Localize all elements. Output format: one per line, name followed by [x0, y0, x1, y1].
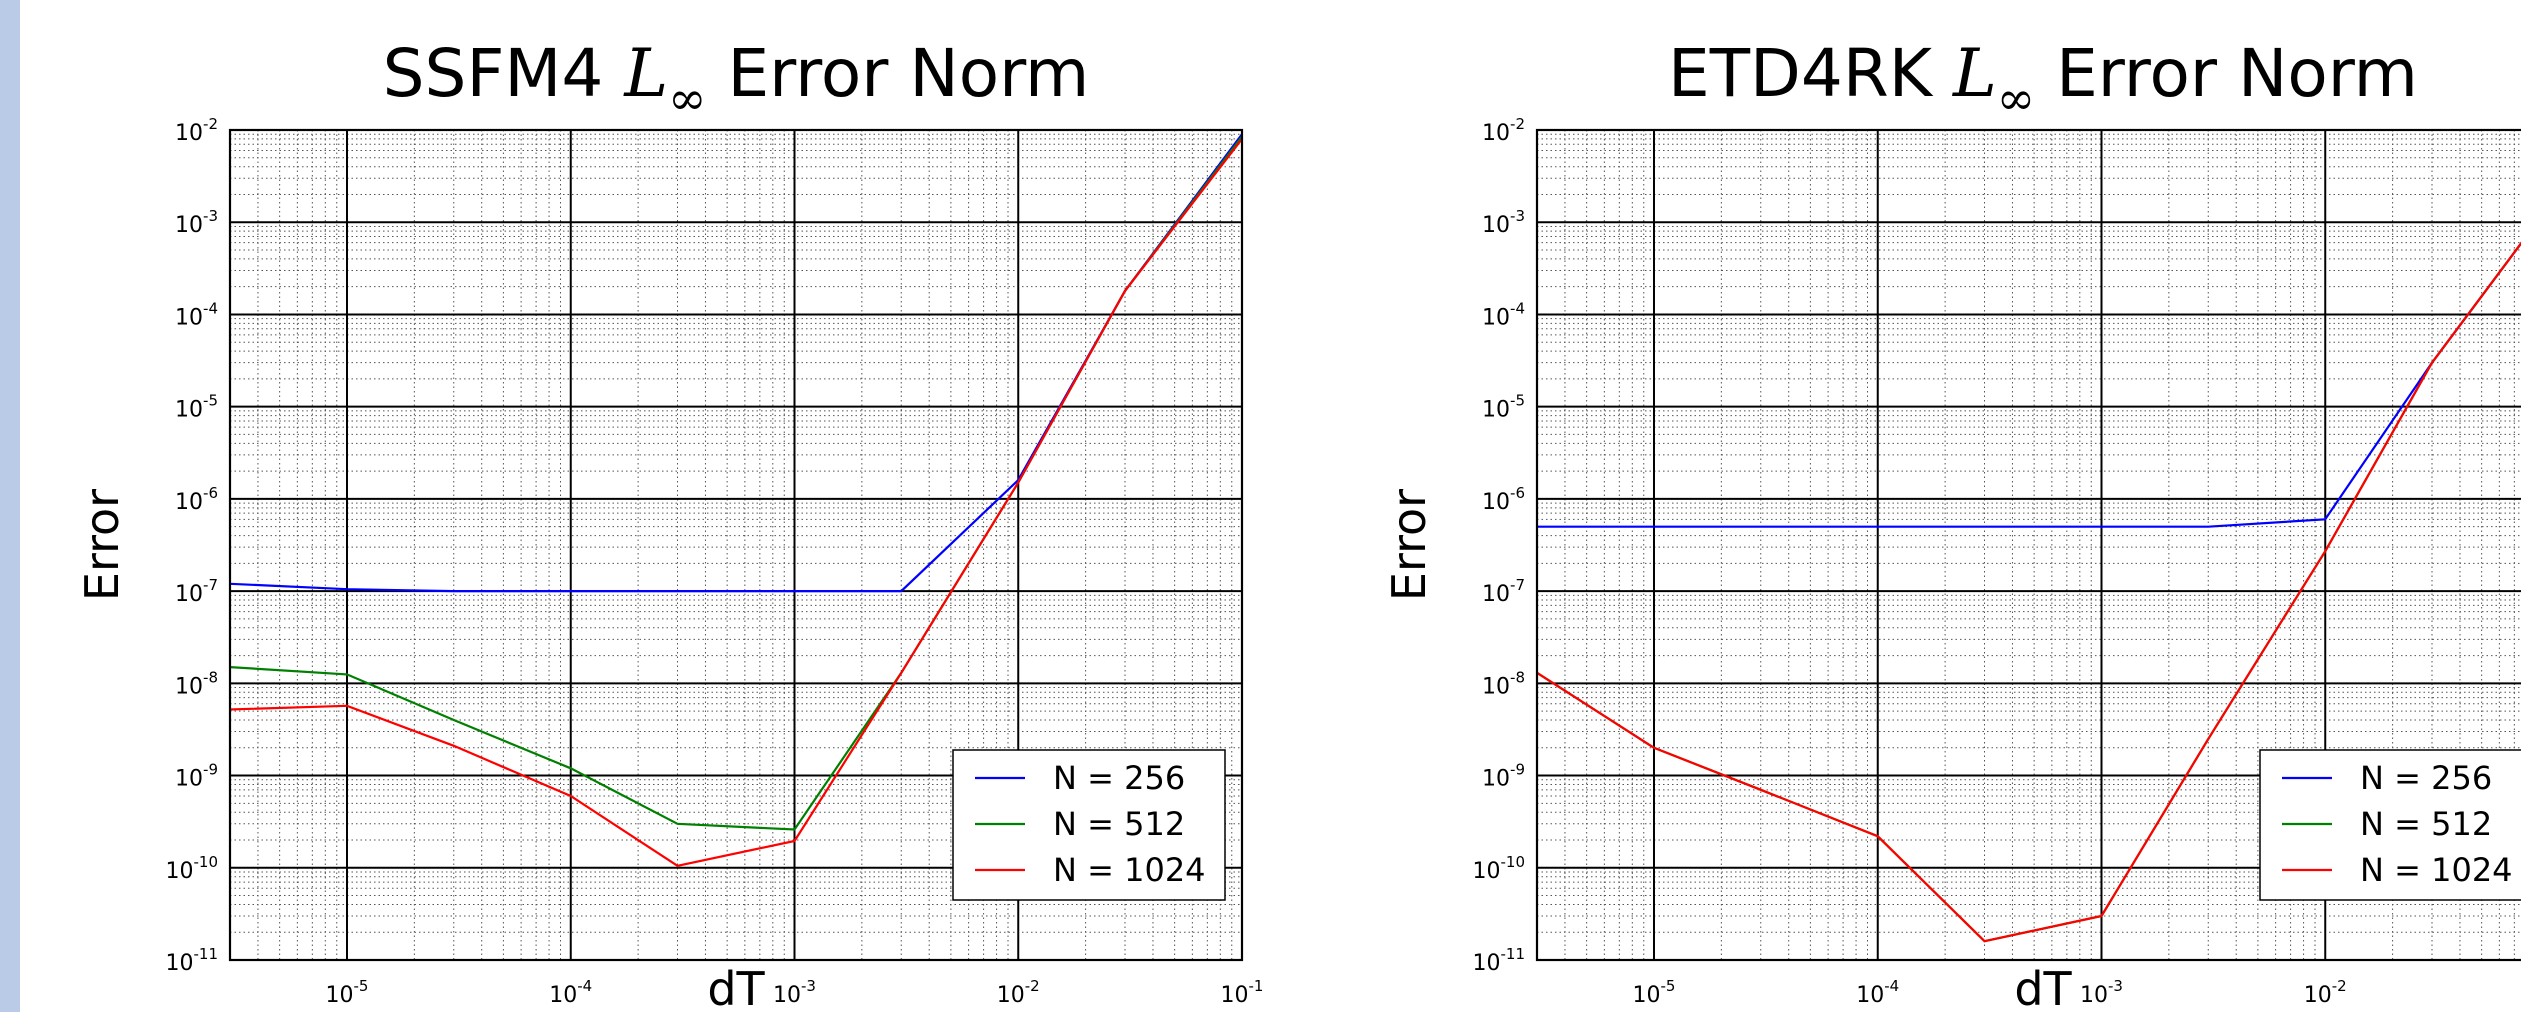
- y-tick-label: 10-10: [166, 853, 219, 884]
- legend-box: [952, 749, 1226, 901]
- x-tick-label: 10-5: [1633, 977, 1676, 1008]
- y-tick-label: 10-9: [1482, 761, 1525, 792]
- x-tick-label: 10-3: [773, 977, 816, 1008]
- x-tick-label: 10-5: [326, 977, 369, 1008]
- legend-label: N = 256: [1053, 759, 1185, 797]
- chart-panel-1: 10-5 10-4 10-3 10-2 10-1 10-11 10-10 10-9 10-8 10…: [75, 35, 1263, 1012]
- series-group: [1537, 241, 2521, 943]
- legend-label: N = 512: [1053, 805, 1185, 843]
- y-tick-label: 10-9: [175, 761, 218, 792]
- legend-label: N = 512: [2360, 805, 2492, 843]
- legend: N = 256 N = 512 N = 1024: [2259, 749, 2521, 901]
- y-tick-label: 10-10: [1473, 853, 1526, 884]
- legend-label: N = 1024: [1053, 851, 1206, 889]
- y-tick-label: 10-7: [175, 576, 218, 607]
- y-tick-label: 10-6: [1482, 484, 1525, 515]
- x-tick-label: 10-1: [1221, 977, 1264, 1008]
- y-axis-label: Error: [1382, 489, 1436, 601]
- y-tick-label: 10-11: [1473, 945, 1526, 976]
- series-line-n-512: [230, 135, 1242, 831]
- chart-title: ETD4RK L∞ Error Norm: [1668, 35, 2418, 125]
- x-axis-label: dT: [2014, 962, 2072, 1012]
- y-tick-label: 10-4: [175, 299, 218, 330]
- y-tick-label: 10-3: [1482, 207, 1525, 238]
- y-tick-label: 10-6: [175, 484, 218, 515]
- y-tick-label: 10-5: [175, 392, 218, 423]
- x-tick-label: 10-4: [549, 977, 592, 1008]
- y-tick-label: 10-7: [1482, 576, 1525, 607]
- legend: N = 256 N = 512 N = 1024: [952, 749, 1226, 901]
- y-tick-label: 10-2: [1482, 115, 1525, 146]
- series-line-n-1024: [230, 138, 1242, 867]
- y-tick-label: 10-8: [1482, 668, 1525, 699]
- x-tick-label: 10-2: [997, 977, 1040, 1008]
- x-tick-label: 10-2: [2304, 977, 2347, 1008]
- legend-label: N = 256: [2360, 759, 2492, 797]
- plot-frame: [228, 128, 1244, 962]
- series-line-n-256: [1537, 241, 2521, 528]
- y-tick-label: 10-8: [175, 668, 218, 699]
- chart-panel-2: 10-5 10-4 10-3 10-2 10-11 10-10 10-9 10-8 10-7 10…: [1382, 35, 2521, 1012]
- x-tick-label: 10-3: [2080, 977, 2123, 1008]
- y-tick-label: 10-4: [1482, 299, 1525, 330]
- y-tick-label: 10-5: [1482, 392, 1525, 423]
- y-tick-label: 10-2: [175, 115, 218, 146]
- minor-grid: [1537, 130, 2521, 960]
- plot-frame: [1535, 128, 2521, 962]
- legend-label: N = 1024: [2360, 851, 2513, 889]
- page-edge-strip: [0, 0, 20, 1012]
- y-tick-label: 10-11: [166, 945, 219, 976]
- series-line-n-1024: [1537, 241, 2521, 943]
- y-axis-label: Error: [75, 489, 129, 601]
- series-group: [230, 133, 1242, 867]
- chart-title: SSFM4 L∞ Error Norm: [383, 35, 1090, 125]
- x-axis-label: dT: [707, 962, 765, 1012]
- x-tick-label: 10-4: [1856, 977, 1899, 1008]
- y-tick-label: 10-3: [175, 207, 218, 238]
